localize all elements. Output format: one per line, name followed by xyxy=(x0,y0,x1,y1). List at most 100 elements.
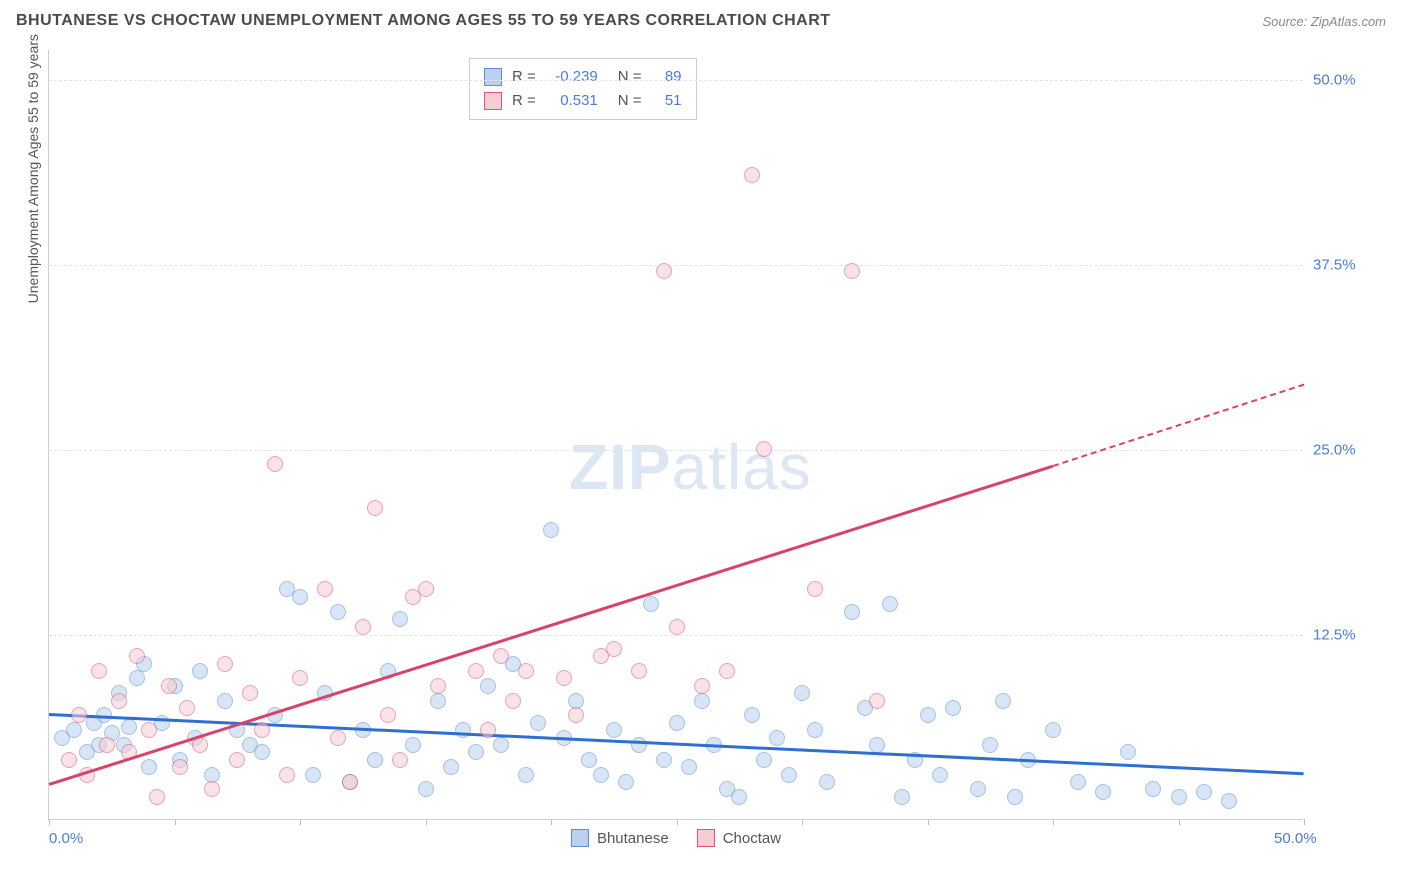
data-point xyxy=(669,715,685,731)
data-point xyxy=(606,722,622,738)
r-label: R = xyxy=(512,65,536,89)
data-point xyxy=(995,693,1011,709)
data-point xyxy=(392,611,408,627)
data-point xyxy=(217,693,233,709)
data-point xyxy=(681,759,697,775)
chart-title: BHUTANESE VS CHOCTAW UNEMPLOYMENT AMONG … xyxy=(16,12,831,30)
data-point xyxy=(71,707,87,723)
data-point xyxy=(694,693,710,709)
data-point xyxy=(1120,744,1136,760)
data-point xyxy=(330,604,346,620)
data-point xyxy=(141,759,157,775)
data-point xyxy=(443,759,459,775)
data-point xyxy=(1007,789,1023,805)
data-point xyxy=(1095,784,1111,800)
data-point xyxy=(807,581,823,597)
data-point xyxy=(430,693,446,709)
data-point xyxy=(292,589,308,605)
r-value: -0.239 xyxy=(546,65,598,89)
data-point xyxy=(111,693,127,709)
stats-row: R =0.531N =51 xyxy=(484,89,682,113)
x-tick xyxy=(426,819,427,825)
data-point xyxy=(192,663,208,679)
data-point xyxy=(91,663,107,679)
x-tick xyxy=(1304,819,1305,825)
data-point xyxy=(217,656,233,672)
data-point xyxy=(719,663,735,679)
data-point xyxy=(418,581,434,597)
x-tick xyxy=(49,819,50,825)
data-point xyxy=(1070,774,1086,790)
data-point xyxy=(844,263,860,279)
data-point xyxy=(99,737,115,753)
data-point xyxy=(468,744,484,760)
data-point xyxy=(355,619,371,635)
r-label: R = xyxy=(512,89,536,113)
data-point xyxy=(568,707,584,723)
data-point xyxy=(380,707,396,723)
data-point xyxy=(330,730,346,746)
data-point xyxy=(149,789,165,805)
x-tick xyxy=(551,819,552,825)
data-point xyxy=(631,663,647,679)
data-point xyxy=(606,641,622,657)
data-point xyxy=(493,737,509,753)
data-point xyxy=(781,767,797,783)
data-point xyxy=(1196,784,1212,800)
data-point xyxy=(518,767,534,783)
data-point xyxy=(279,767,295,783)
data-point xyxy=(367,500,383,516)
data-point xyxy=(643,596,659,612)
data-point xyxy=(932,767,948,783)
data-point xyxy=(568,693,584,709)
data-point xyxy=(844,604,860,620)
stats-row: R =-0.239N =89 xyxy=(484,65,682,89)
header: BHUTANESE VS CHOCTAW UNEMPLOYMENT AMONG … xyxy=(0,0,1406,38)
gridline xyxy=(49,450,1303,451)
data-point xyxy=(172,759,188,775)
legend-swatch xyxy=(484,68,502,86)
gridline xyxy=(49,635,1303,636)
data-point xyxy=(631,737,647,753)
data-point xyxy=(756,441,772,457)
data-point xyxy=(480,722,496,738)
data-point xyxy=(305,767,321,783)
data-point xyxy=(1045,722,1061,738)
trend-line xyxy=(1053,383,1305,466)
data-point xyxy=(1171,789,1187,805)
data-point xyxy=(819,774,835,790)
data-point xyxy=(392,752,408,768)
y-tick-label: 12.5% xyxy=(1313,626,1373,643)
data-point xyxy=(61,752,77,768)
data-point xyxy=(543,522,559,538)
legend-label: Choctaw xyxy=(723,830,781,847)
data-point xyxy=(405,737,421,753)
data-point xyxy=(179,700,195,716)
data-point xyxy=(141,722,157,738)
data-point xyxy=(1145,781,1161,797)
legend-swatch xyxy=(484,92,502,110)
data-point xyxy=(869,737,885,753)
data-point xyxy=(342,774,358,790)
x-tick xyxy=(1179,819,1180,825)
legend-label: Bhutanese xyxy=(597,830,669,847)
legend-swatch xyxy=(571,829,589,847)
data-point xyxy=(292,670,308,686)
x-tick xyxy=(928,819,929,825)
data-point xyxy=(254,722,270,738)
r-value: 0.531 xyxy=(546,89,598,113)
chart-container: ZIPatlas R =-0.239N =89R =0.531N =51 Une… xyxy=(48,50,1388,850)
data-point xyxy=(242,685,258,701)
x-tick xyxy=(677,819,678,825)
data-point xyxy=(807,722,823,738)
data-point xyxy=(593,767,609,783)
n-value: 51 xyxy=(652,89,682,113)
y-tick-label: 50.0% xyxy=(1313,71,1373,88)
data-point xyxy=(1221,793,1237,809)
data-point xyxy=(970,781,986,797)
y-tick-label: 25.0% xyxy=(1313,441,1373,458)
data-point xyxy=(121,719,137,735)
n-value: 89 xyxy=(652,65,682,89)
data-point xyxy=(418,781,434,797)
data-point xyxy=(161,678,177,694)
